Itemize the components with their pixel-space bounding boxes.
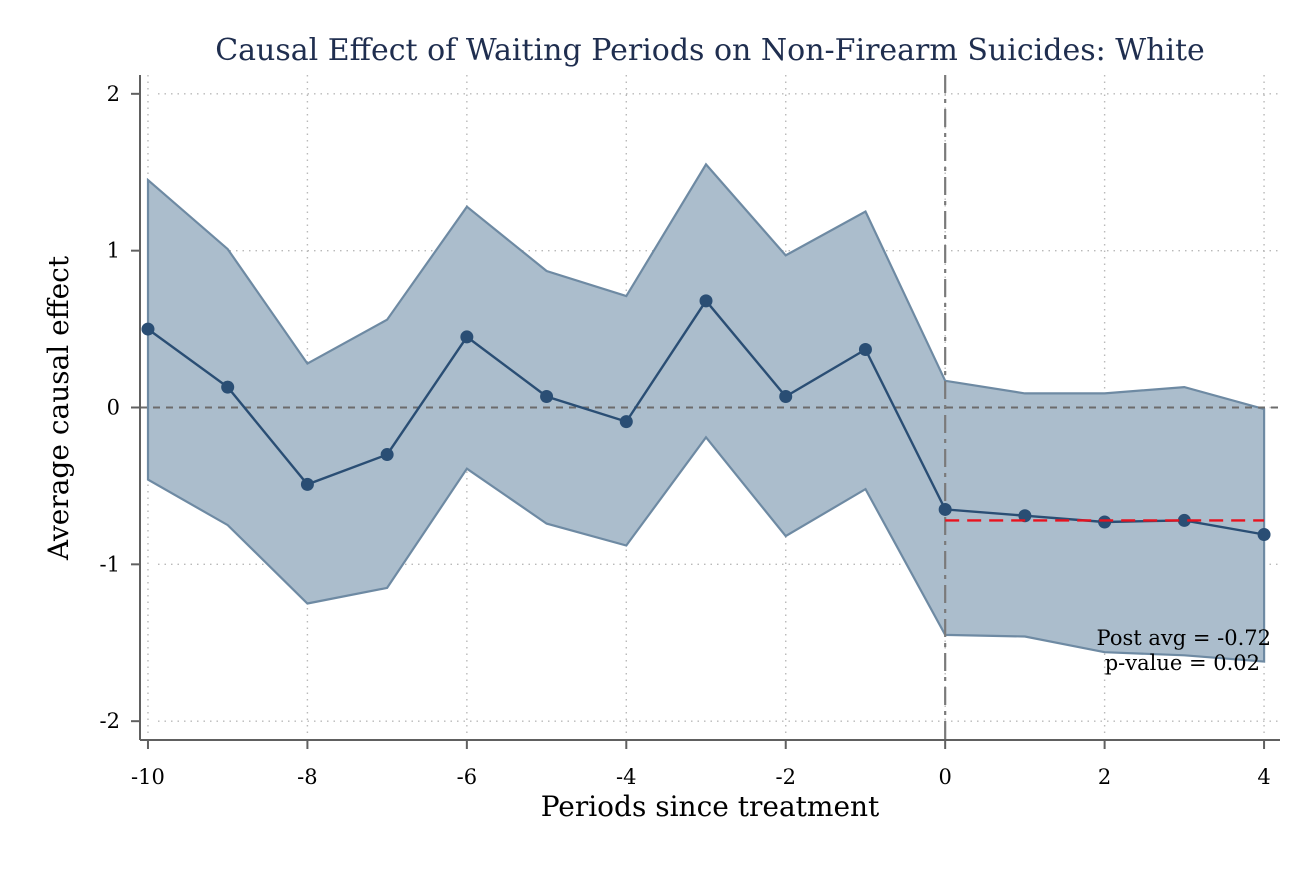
estimate-point [300, 477, 314, 491]
post-average-annotation: Post avg = -0.72 [1097, 626, 1271, 650]
estimate-point [699, 294, 713, 308]
estimate-point [460, 330, 474, 344]
estimate-point [779, 390, 793, 404]
estimate-point [380, 448, 394, 462]
estimate-point [1177, 513, 1191, 527]
x-tick-label: 2 [1098, 765, 1111, 789]
y-tick-label: -2 [100, 709, 120, 733]
x-axis-label: Periods since treatment [541, 790, 880, 823]
estimate-point [1018, 509, 1032, 523]
x-tick-label: -10 [131, 765, 165, 789]
estimate-point [540, 390, 554, 404]
reference-lines [140, 75, 1280, 740]
confidence-band-layer [146, 162, 1266, 663]
y-tick-label: -1 [100, 552, 120, 576]
x-tick-label: 0 [938, 765, 951, 789]
y-axis-label: Average causal effect [42, 255, 75, 561]
x-tick-label: -4 [616, 765, 636, 789]
x-tick-label: -8 [297, 765, 317, 789]
estimate-point [1098, 515, 1112, 529]
chart-title: Causal Effect of Waiting Periods on Non-… [215, 33, 1205, 68]
estimate-point [938, 502, 952, 516]
x-tick-label: -2 [775, 765, 795, 789]
estimate-point [141, 322, 155, 336]
y-tick-label: 0 [107, 396, 120, 420]
estimate-point [1257, 528, 1271, 542]
x-tick-label: -6 [457, 765, 477, 789]
y-tick-label: 1 [107, 239, 120, 263]
p-value-annotation: p-value = 0.02 [1105, 651, 1260, 675]
x-tick-label: 4 [1257, 765, 1270, 789]
estimate-point [858, 342, 872, 356]
confidence-band [146, 162, 1266, 663]
y-tick-label: 2 [107, 82, 120, 106]
estimate-point [619, 415, 633, 429]
estimate-point [221, 380, 235, 394]
